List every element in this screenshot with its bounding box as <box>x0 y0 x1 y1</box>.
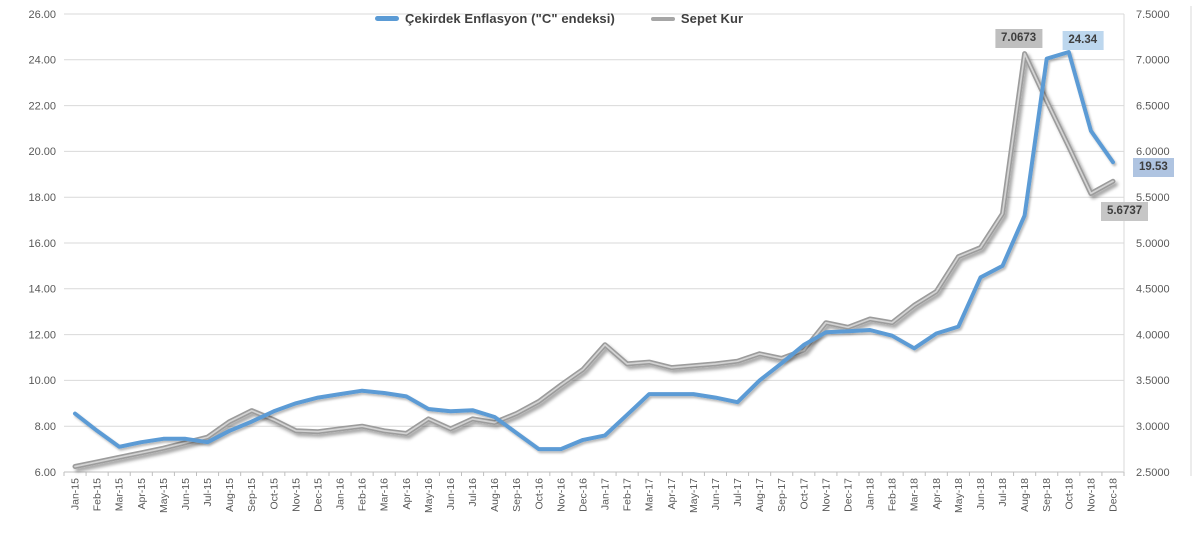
x-axis-label: Dec-15 <box>312 478 324 512</box>
x-axis-label: Jan-15 <box>70 478 82 510</box>
legend-marker-cekirdek-enflasyon <box>375 16 399 21</box>
legend-label-sepet-kur: Sepet Kur <box>680 11 744 26</box>
left-axis-tick-label: 8.00 <box>35 421 56 433</box>
right-axis-tick-label: 4.5000 <box>1136 284 1170 296</box>
left-axis-tick-label: 24.00 <box>28 55 56 67</box>
x-axis-label: Sep-15 <box>246 478 258 512</box>
right-axis-tick-label: 6.5000 <box>1136 100 1170 112</box>
data-label-5-6737: 5.6737 <box>1100 202 1149 222</box>
x-axis-label: Feb-18 <box>887 478 899 511</box>
x-axis-label: Apr-18 <box>931 478 943 510</box>
sepet-kur-highlight <box>74 52 1114 468</box>
legend-marker-sepet-kur <box>650 16 675 21</box>
right-axis-tick-label: 6.0000 <box>1136 146 1170 158</box>
right-axis-tick-label: 5.5000 <box>1136 192 1170 204</box>
left-axis-tick-label: 26.00 <box>28 9 56 21</box>
right-axis-tick-label: 3.5000 <box>1136 375 1170 387</box>
x-axis-label: Feb-16 <box>357 478 369 511</box>
x-axis-label: Aug-17 <box>754 478 766 512</box>
x-axis-label: Dec-18 <box>1107 478 1119 512</box>
left-axis-tick-label: 22.00 <box>28 100 56 112</box>
legend-item-sepet-kur[interactable]: Sepet Kur <box>650 11 744 26</box>
left-axis-tick-label: 18.00 <box>28 192 56 204</box>
cekirdek-enflasyon-stroke <box>73 50 1115 452</box>
legend: Çekirdek Enflasyon ("C" endeksi) Sepet K… <box>375 11 743 26</box>
x-axis-label: Dec-17 <box>842 478 854 512</box>
x-axis-label: Oct-16 <box>533 478 545 510</box>
x-axis-label: Mar-17 <box>644 478 656 511</box>
x-axis-label: Nov-17 <box>820 478 832 512</box>
legend-label-cekirdek-enflasyon: Çekirdek Enflasyon ("C" endeksi) <box>405 11 615 26</box>
x-axis-label: Mar-15 <box>114 478 126 511</box>
x-axis-label: Jul-16 <box>467 478 479 507</box>
x-axis-label: Jun-16 <box>445 478 457 510</box>
x-axis-label: Apr-15 <box>136 478 148 510</box>
right-axis-tick-label: 7.0000 <box>1136 55 1170 67</box>
x-axis-label: Aug-18 <box>1019 478 1031 512</box>
x-axis-label: Apr-17 <box>666 478 678 510</box>
x-axis-label: May-18 <box>953 478 965 513</box>
right-axis-tick-label: 3.0000 <box>1136 421 1170 433</box>
data-label-24-34: 24.34 <box>1062 31 1104 50</box>
x-axis-label: Feb-17 <box>622 478 634 511</box>
x-axis-label: Apr-16 <box>401 478 413 510</box>
x-axis-label: Jun-15 <box>180 478 192 510</box>
left-axis-tick-label: 10.00 <box>28 375 56 387</box>
x-axis-label: Sep-18 <box>1041 478 1053 512</box>
x-axis-label: Aug-15 <box>224 478 236 512</box>
x-axis-label: Mar-16 <box>379 478 391 511</box>
right-axis-tick-label: 7.5000 <box>1136 9 1170 21</box>
x-axis-label: Sep-16 <box>511 478 523 512</box>
left-axis-tick-label: 6.00 <box>35 467 56 479</box>
x-axis-label: May-15 <box>158 478 170 513</box>
x-axis-label: May-17 <box>688 478 700 513</box>
left-axis-tick-label: 14.00 <box>28 284 56 296</box>
x-axis-label: Mar-18 <box>909 478 921 511</box>
x-axis-label: Jul-15 <box>202 478 214 507</box>
x-axis-label: Jun-18 <box>975 478 987 510</box>
x-axis-label: Dec-16 <box>577 478 589 512</box>
x-axis-label: Jul-17 <box>732 478 744 507</box>
x-axis-label: Jul-18 <box>997 478 1009 507</box>
x-axis-label: Oct-17 <box>798 478 810 510</box>
x-axis-label: Oct-15 <box>268 478 280 510</box>
x-axis-label: Nov-18 <box>1085 478 1097 512</box>
x-axis-label: Aug-16 <box>489 478 501 512</box>
right-axis-tick-label: 5.0000 <box>1136 238 1170 250</box>
series-line-cekirdek-enflasyon[interactable] <box>73 50 1115 452</box>
right-axis-tick-label: 4.0000 <box>1136 329 1170 341</box>
legend-item-cekirdek-enflasyon[interactable]: Çekirdek Enflasyon ("C" endeksi) <box>375 11 615 26</box>
sepet-kur-stroke <box>72 51 1116 469</box>
x-axis-label: Jan-17 <box>600 478 612 510</box>
left-axis-tick-label: 16.00 <box>28 238 56 250</box>
x-axis-label: Nov-15 <box>290 478 302 512</box>
x-axis-label: May-16 <box>423 478 435 513</box>
data-label-19-53: 19.53 <box>1132 158 1174 178</box>
series-line-sepet-kur[interactable] <box>72 51 1116 469</box>
x-axis-label: Sep-17 <box>776 478 788 512</box>
x-axis-label: Feb-15 <box>92 478 104 511</box>
x-axis-label: Jun-17 <box>710 478 722 510</box>
x-axis-label: Oct-18 <box>1063 478 1075 510</box>
x-axis-label: Nov-16 <box>555 478 567 512</box>
left-axis-tick-label: 12.00 <box>28 329 56 341</box>
x-axis-label: Jan-18 <box>865 478 877 510</box>
right-axis-tick-label: 2.5000 <box>1136 467 1170 479</box>
data-label-7-0673: 7.0673 <box>995 28 1043 48</box>
x-axis-label: Jan-16 <box>335 478 347 510</box>
left-axis-tick-label: 20.00 <box>28 146 56 158</box>
